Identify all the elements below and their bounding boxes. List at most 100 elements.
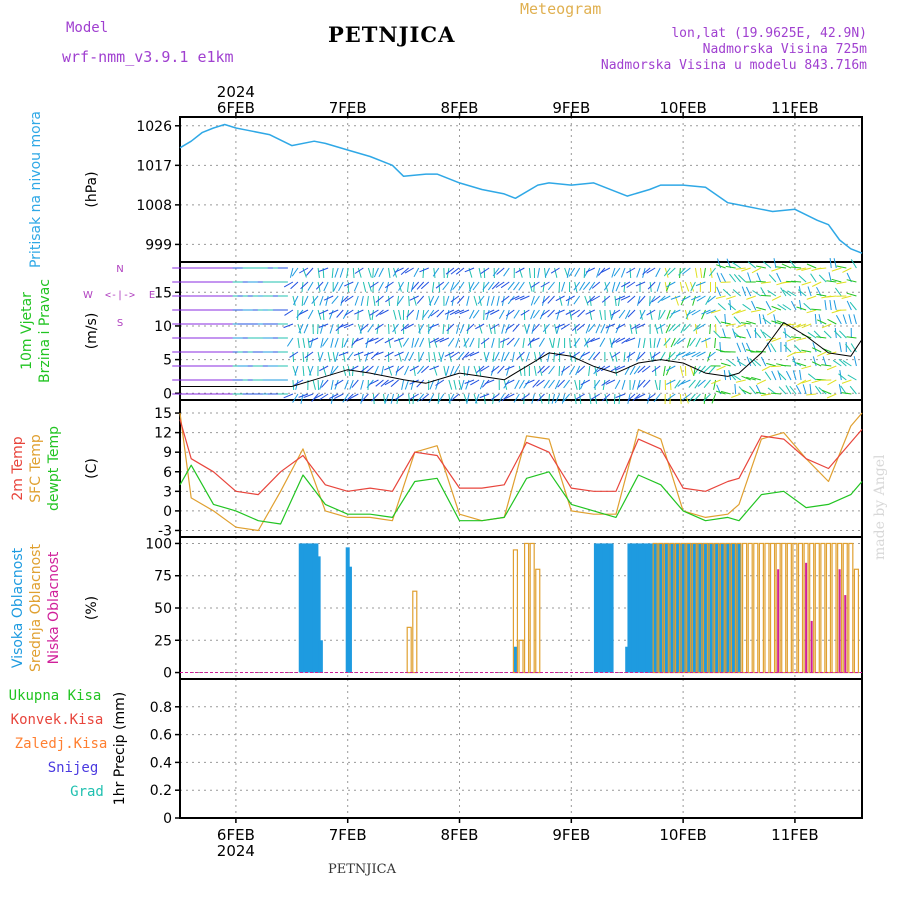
wind-barb <box>291 267 299 277</box>
wind-barb <box>614 379 621 390</box>
wind-barb <box>302 365 305 377</box>
wind-barb <box>533 365 537 376</box>
wind-barb <box>411 281 420 290</box>
wind-barb <box>725 265 736 269</box>
wind-barb <box>702 365 711 374</box>
wind-barb <box>661 295 671 302</box>
wind-barb <box>318 323 329 328</box>
wind-barb <box>492 351 495 362</box>
cloud-bar <box>663 543 668 673</box>
wind-barb <box>473 393 478 404</box>
wind-barb <box>681 379 691 385</box>
wind-barb <box>419 267 429 273</box>
wind-barb <box>691 309 701 316</box>
x-tick-label-top: 10FEB <box>659 99 706 117</box>
wind-barb <box>626 281 636 288</box>
wind-barb <box>627 393 631 404</box>
cloud-bar <box>406 626 412 674</box>
wind-barb <box>367 309 371 320</box>
wind-barb <box>636 267 641 278</box>
wind-barb <box>591 393 601 400</box>
wind-barb <box>733 316 742 325</box>
wind-barb <box>340 295 349 304</box>
wind-barb <box>435 379 445 386</box>
wind-barb <box>330 379 334 390</box>
wind-barb <box>446 309 450 320</box>
wind-barb <box>665 365 671 376</box>
y-tick-label: 1026 <box>136 119 172 135</box>
wind-barb <box>621 337 631 344</box>
wind-barb <box>807 286 812 297</box>
cloud-bar <box>669 543 674 673</box>
wind-barb <box>668 351 671 362</box>
wind-barb <box>440 351 445 362</box>
cloud-bar <box>838 569 841 673</box>
wind-barb <box>811 379 822 384</box>
wind-barb <box>674 379 681 389</box>
wind-barb <box>501 323 505 334</box>
wind-barb <box>599 309 603 320</box>
wind-barb <box>605 379 616 385</box>
wind-barb <box>728 372 737 381</box>
wind-barb <box>832 359 842 367</box>
wind-barb <box>422 267 425 279</box>
wind-barb <box>682 393 691 401</box>
wind-barb <box>611 267 616 278</box>
wind-barb <box>833 300 837 311</box>
wind-barb <box>713 330 721 339</box>
wind-barb <box>722 288 731 297</box>
wind-barb <box>344 379 349 390</box>
axis-label: (hPa) <box>84 171 100 207</box>
cloud-bar <box>737 543 742 673</box>
wind-barb <box>732 328 737 339</box>
wind-barb <box>590 337 601 343</box>
wind-barb <box>417 365 425 375</box>
x-tick-label-top: 11FEB <box>771 99 818 117</box>
wind-barb <box>681 351 691 358</box>
wind-barb <box>302 337 306 348</box>
cloud-bar <box>314 543 319 673</box>
cloud-bar <box>696 543 701 673</box>
cloud-bar <box>629 543 634 673</box>
wind-barb <box>705 295 711 305</box>
wind-barb <box>518 365 522 376</box>
wind-barb <box>846 292 857 297</box>
cloud-bar <box>707 543 712 673</box>
wind-barb <box>574 323 577 334</box>
wind-barb <box>319 379 324 390</box>
cloud-bar <box>797 542 804 674</box>
wind-barb <box>303 393 314 398</box>
wind-barb <box>433 267 436 278</box>
wind-barb <box>484 309 495 315</box>
cloud-bar <box>825 542 832 674</box>
wind-barb <box>791 336 802 339</box>
wind-barb <box>409 365 419 372</box>
y-tick-label: 75 <box>154 569 172 585</box>
wind-barb <box>463 337 470 347</box>
wind-barb <box>429 337 440 344</box>
wind-barb <box>615 365 626 371</box>
cloud-bar <box>307 543 312 673</box>
wind-barb <box>666 393 676 401</box>
wind-barb <box>457 351 465 361</box>
wind-barb <box>538 393 543 404</box>
wind-barb <box>304 351 314 359</box>
wind-barb <box>701 309 706 320</box>
wind-barb <box>404 379 410 390</box>
wind-barb <box>513 281 520 291</box>
year-label-top: 2024 <box>217 83 255 101</box>
wind-barb <box>428 337 431 348</box>
wind-barb <box>828 272 832 283</box>
wind-barb <box>629 365 636 375</box>
wind-barb <box>726 295 736 300</box>
wind-barb <box>504 365 515 371</box>
wind-barb <box>450 281 455 292</box>
wind-barb <box>343 337 349 348</box>
precip-legend-item: Konvek.Kisa <box>11 712 104 728</box>
x-tick-label-bottom: 7FEB <box>329 826 367 844</box>
wind-barb <box>292 379 295 391</box>
wind-barb <box>497 365 505 374</box>
wind-barb <box>611 281 616 292</box>
wind-barb <box>413 295 417 306</box>
wind-barb <box>666 379 676 385</box>
